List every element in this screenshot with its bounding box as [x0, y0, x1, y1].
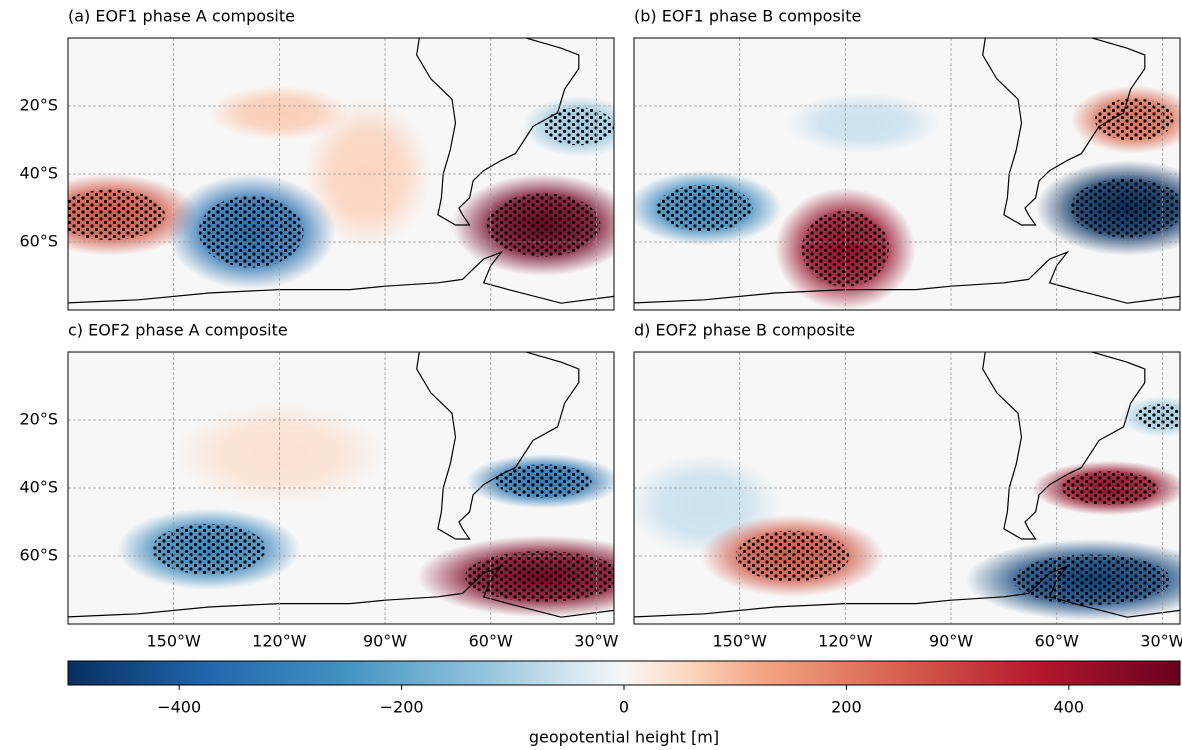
- stippling: [1070, 178, 1180, 238]
- panel-frame: [67, 37, 615, 311]
- colorbar-tick-label: 400: [1054, 698, 1085, 717]
- stippling: [1136, 403, 1180, 430]
- coastline: [416, 352, 580, 540]
- panel-frame: [633, 351, 1181, 625]
- coastline: [982, 352, 1146, 540]
- lon-tick-label: 30°W: [574, 632, 618, 651]
- colorbar-tick-label: 0: [619, 698, 629, 717]
- stippling: [1094, 98, 1174, 141]
- map-panel: [634, 38, 1180, 310]
- lat-tick-label: 60°S: [19, 546, 58, 565]
- lon-tick-label: 90°W: [929, 632, 973, 651]
- stippling: [68, 189, 165, 241]
- stippling: [464, 551, 614, 602]
- stippling: [1013, 554, 1171, 606]
- lon-tick-label: 120°W: [252, 632, 307, 651]
- panel-title: c) EOF2 phase A composite: [68, 321, 288, 340]
- map-panel: [68, 352, 614, 624]
- lat-tick-label: 40°S: [19, 478, 58, 497]
- lat-tick-label: 40°S: [19, 164, 58, 183]
- panel-title: (b) EOF1 phase B composite: [634, 7, 861, 26]
- lon-tick-label: 60°W: [469, 632, 513, 651]
- coastline: [634, 564, 1180, 618]
- map-panel: [68, 38, 614, 310]
- map-panel: [634, 352, 1180, 624]
- panel-frame: [633, 37, 1181, 311]
- stippling: [198, 195, 304, 268]
- anomaly: [208, 85, 350, 140]
- panel-title: d) EOF2 phase B composite: [634, 321, 855, 340]
- lon-tick-label: 150°W: [146, 632, 201, 651]
- colorbar-tick-label: 200: [831, 698, 862, 717]
- lat-tick-label: 20°S: [19, 410, 58, 429]
- colorbar-label: geopotential height [m]: [529, 728, 719, 747]
- stippling: [152, 523, 266, 575]
- anomaly: [304, 99, 431, 249]
- lon-tick-label: 90°W: [363, 632, 407, 651]
- stippling: [735, 530, 850, 582]
- coastline: [68, 250, 614, 304]
- anomaly: [785, 92, 941, 154]
- stippling: [495, 464, 592, 499]
- lat-tick-label: 60°S: [19, 232, 58, 251]
- lat-tick-label: 20°S: [19, 96, 58, 115]
- colorbar-tick-label: −400: [157, 698, 201, 717]
- lon-tick-label: 120°W: [818, 632, 873, 651]
- coastline: [416, 38, 580, 226]
- panel-frame: [67, 351, 615, 625]
- stippling: [543, 107, 614, 146]
- stippling: [486, 193, 601, 257]
- lon-tick-label: 60°W: [1035, 632, 1079, 651]
- lon-tick-label: 150°W: [712, 632, 767, 651]
- colorbar-tick-label: −200: [380, 698, 424, 717]
- stippling: [656, 184, 753, 232]
- colorbar: [67, 660, 1181, 686]
- coastline: [982, 38, 1146, 226]
- coastline: [68, 564, 614, 618]
- coastline: [634, 250, 1180, 304]
- panel-title: (a) EOF1 phase A composite: [68, 7, 295, 26]
- lon-tick-label: 30°W: [1140, 632, 1182, 651]
